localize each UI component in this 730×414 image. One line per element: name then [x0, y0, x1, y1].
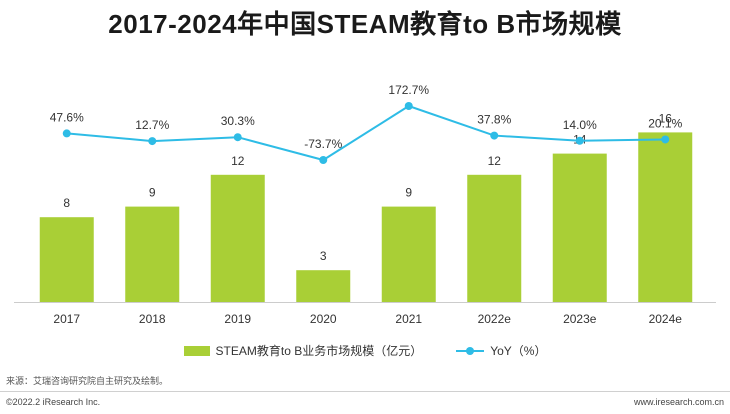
chart-canvas: 891239121416 201720182019202020212022e20… — [14, 83, 716, 326]
x-tick-label: 2024e — [649, 312, 683, 326]
bar-2024e — [638, 132, 693, 302]
legend-bar-swatch — [183, 345, 210, 356]
x-tick-label: 2019 — [224, 312, 251, 326]
legend-line-swatch — [456, 346, 485, 356]
x-tick-label: 2018 — [139, 312, 166, 326]
legend-label-yoy: YoY（%） — [490, 344, 547, 358]
yoy-line-layer: 47.6% 12.7% 30.3% -73.7% 172.7% 37.8% 14.0% 20.… — [50, 83, 683, 164]
bar-2017 — [39, 217, 94, 302]
bar-value-label: 9 — [405, 186, 412, 200]
copyright-text: ©2022.2 iResearch Inc. — [6, 397, 101, 407]
yoy-point-2017 — [62, 129, 71, 138]
bar-2019 — [210, 174, 265, 302]
bar-2020 — [296, 270, 351, 302]
x-axis: 2017 2018 2019 2020 2021 2022e 2023e 2024e — [14, 302, 716, 326]
x-tick-label: 2023e — [563, 312, 597, 326]
bar-2022e — [467, 174, 522, 302]
yoy-value-label: 47.6% — [50, 110, 84, 124]
bar-value-label: 12 — [231, 154, 245, 168]
bar-value-label: 3 — [320, 249, 327, 263]
chart-title: 2017-2024年中国STEAM教育to B市场规模 — [108, 9, 622, 39]
bar-value-label: 16 — [659, 111, 673, 125]
x-tick-label: 2022e — [478, 312, 512, 326]
source-note: 来源：艾瑞咨询研究院自主研究及绘制。 — [6, 376, 169, 386]
yoy-value-label: 20.1% — [648, 116, 682, 130]
yoy-point-2022e — [490, 131, 499, 140]
yoy-value-label: 14.0% — [563, 118, 597, 132]
x-tick-label: 2020 — [310, 312, 337, 326]
yoy-point-2019 — [233, 133, 242, 142]
bar-2023e — [552, 153, 607, 302]
bars-layer: 891239121416 — [39, 111, 693, 302]
bar-2021 — [381, 206, 436, 302]
yoy-value-label: 12.7% — [135, 118, 169, 132]
yoy-value-label: 172.7% — [388, 83, 429, 97]
yoy-point-2018 — [148, 137, 157, 146]
legend: STEAM教育to B业务市场规模（亿元） YoY（%） — [0, 342, 730, 359]
x-tick-label: 2017 — [53, 312, 80, 326]
legend-label-market-size: STEAM教育to B业务市场规模（亿元） — [215, 344, 423, 358]
bar-2018 — [125, 206, 180, 302]
website-link[interactable]: www.iresearch.com.cn — [633, 397, 724, 407]
bar-value-label: 12 — [488, 154, 502, 168]
legend-item-market-size[interactable]: STEAM教育to B业务市场规模（亿元） — [183, 342, 423, 359]
legend-item-yoy[interactable]: YoY（%） — [456, 342, 546, 359]
yoy-point-2021 — [404, 102, 413, 110]
footer-divider — [0, 391, 730, 392]
yoy-point-2024e — [661, 135, 670, 144]
yoy-point-2023e — [575, 136, 584, 145]
x-tick-label: 2021 — [395, 312, 422, 326]
yoy-value-label: 30.3% — [221, 114, 255, 128]
bar-value-label: 8 — [63, 196, 70, 210]
bar-value-label: 9 — [149, 186, 156, 200]
yoy-point-2020 — [319, 156, 328, 164]
yoy-series-line — [66, 104, 666, 162]
yoy-value-label: 37.8% — [477, 113, 511, 127]
yoy-value-label: -73.7% — [304, 137, 342, 151]
